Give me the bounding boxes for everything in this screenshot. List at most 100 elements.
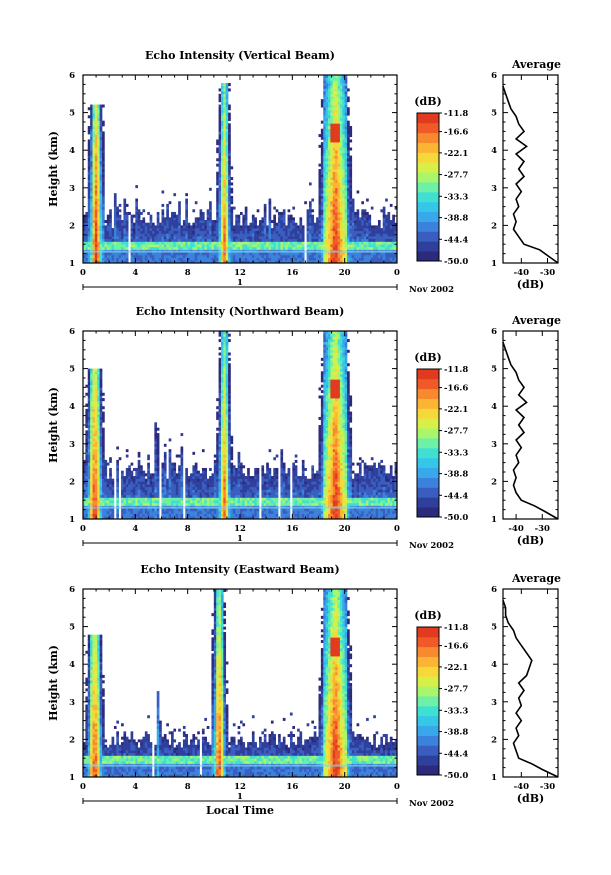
colorbar-swatch (417, 467, 439, 478)
colorbar-swatch (417, 715, 439, 727)
colorbar-swatch (417, 142, 439, 153)
colorbar-frame (416, 368, 440, 518)
colorbar-swatch (417, 627, 439, 638)
colorbar-tick-label: -11.8 (444, 623, 468, 633)
colorbar-swatch (417, 705, 439, 717)
colorbar-swatch (417, 487, 439, 498)
colorbar-swatch (417, 191, 439, 203)
colorbar-swatch (417, 211, 439, 222)
colorbar-swatch (417, 221, 439, 232)
avg-y-tick-label: 1 (491, 259, 497, 269)
average-frame (502, 588, 559, 778)
colorbar-swatch (417, 725, 439, 736)
x-tick-label: 0 (394, 782, 400, 792)
avg-y-tick-label: 2 (491, 735, 497, 745)
x-tick-label: 0 (80, 782, 86, 792)
avg-y-tick-label: 3 (491, 698, 497, 708)
colorbar-swatch (417, 477, 439, 488)
colorbar-swatch (417, 676, 439, 687)
x-tick-label: 0 (394, 524, 400, 534)
avg-y-tick-label: 5 (491, 623, 497, 633)
y-tick-label: 6 (69, 327, 75, 337)
near-surface-echo (83, 506, 397, 509)
colorbar-swatch (417, 172, 439, 183)
avg-y-tick-label: 2 (491, 477, 497, 487)
panel-title: Echo Intensity (Vertical Beam) (145, 49, 335, 62)
x-tick-label: 0 (394, 268, 400, 278)
x-tick-label: 4 (132, 524, 138, 534)
colorbar-swatch (417, 369, 439, 380)
x-tick-label: 0 (80, 524, 86, 534)
colorbar-tick-label: -11.8 (444, 365, 468, 375)
colorbar-unit: (dB) (414, 95, 441, 108)
x-tick-label: 12 (234, 268, 246, 278)
y-tick-label: 5 (69, 365, 75, 375)
colorbar-frame (416, 112, 440, 262)
colorbar-frame (416, 626, 440, 776)
colorbar-unit: (dB) (414, 351, 441, 364)
x-tick-label: 12 (234, 524, 246, 534)
colorbar-tick-label: -44.4 (444, 491, 468, 501)
colorbar-swatch (417, 201, 439, 213)
panel-1: Echo Intensity (Vertical Beam)123456Heig… (47, 49, 561, 295)
average-title: Average (511, 314, 561, 327)
avg-y-tick-label: 6 (491, 71, 497, 81)
colorbar-swatch (417, 646, 439, 657)
colorbar-swatch (417, 735, 439, 746)
y-tick-label: 3 (69, 184, 75, 194)
y-tick-label: 1 (69, 515, 75, 525)
x-tick-label: 4 (132, 782, 138, 792)
echo-intensity-field (83, 75, 398, 264)
avg-y-tick-label: 4 (491, 146, 497, 156)
colorbar-swatch (417, 457, 439, 469)
avg-x-tick-label: -30 (540, 782, 555, 792)
avg-y-tick-label: 6 (491, 585, 497, 595)
colorbar-swatch (417, 398, 439, 409)
colorbar-swatch (417, 666, 439, 677)
avg-x-tick-label: -40 (514, 782, 529, 792)
colorbar-swatch (417, 656, 439, 667)
colorbar-tick-label: -16.6 (444, 128, 468, 138)
day-label: 1 (237, 792, 243, 802)
avg-y-tick-label: 2 (491, 221, 497, 231)
x-axis-label: Local Time (206, 804, 274, 817)
colorbar-swatch (417, 388, 439, 399)
colorbar-swatch (417, 241, 439, 252)
colorbar-swatch (417, 418, 439, 429)
colorbar-swatch (417, 745, 439, 756)
colorbar-swatch (417, 447, 439, 459)
y-axis-label: Height (km) (47, 387, 60, 463)
colorbar-swatch (417, 162, 439, 173)
average-curve (502, 86, 559, 264)
avg-x-tick-label: -40 (508, 524, 523, 534)
date-label: Nov 2002 (409, 799, 454, 809)
avg-y-tick-label: 1 (491, 515, 497, 525)
average-curve (502, 600, 559, 778)
colorbar-tick-label: -44.4 (444, 749, 468, 759)
colorbar: -11.8 -16.6 -22.1 -27.7 -33.3 -38.8 -44.4 -50.0 (416, 109, 468, 267)
avg-y-tick-label: 1 (491, 773, 497, 783)
y-axis-label: Height (km) (47, 645, 60, 721)
echo-intensity-field (83, 589, 398, 778)
near-surface-echo (83, 764, 397, 767)
colorbar-tick-label: -16.6 (444, 642, 468, 652)
colorbar-tick-label: -27.7 (444, 427, 468, 437)
average-profile: Average 1 2 3 4 5 6 -40 -30(dB) (491, 572, 561, 805)
colorbar-swatch (417, 182, 439, 193)
y-tick-label: 2 (69, 735, 75, 745)
x-tick-label: 16 (286, 268, 298, 278)
colorbar-swatch (417, 113, 439, 124)
y-tick-label: 5 (69, 623, 75, 633)
average-profile: Average 1 2 3 4 5 6 -40 -30(dB) (491, 314, 561, 547)
colorbar: -11.8 -16.6 -22.1 -27.7 -33.3 -38.8 -44.4 -50.0 (416, 623, 468, 781)
panel-title: Echo Intensity (Northward Beam) (136, 305, 345, 318)
colorbar-tick-label: -16.6 (444, 384, 468, 394)
x-tick-label: 16 (286, 524, 298, 534)
colorbar-swatch (417, 408, 439, 419)
colorbar-swatch (417, 231, 439, 242)
y-tick-label: 6 (69, 585, 75, 595)
colorbar-swatch (417, 497, 439, 508)
avg-y-tick-label: 3 (491, 184, 497, 194)
avg-x-tick-label: -30 (540, 268, 555, 278)
